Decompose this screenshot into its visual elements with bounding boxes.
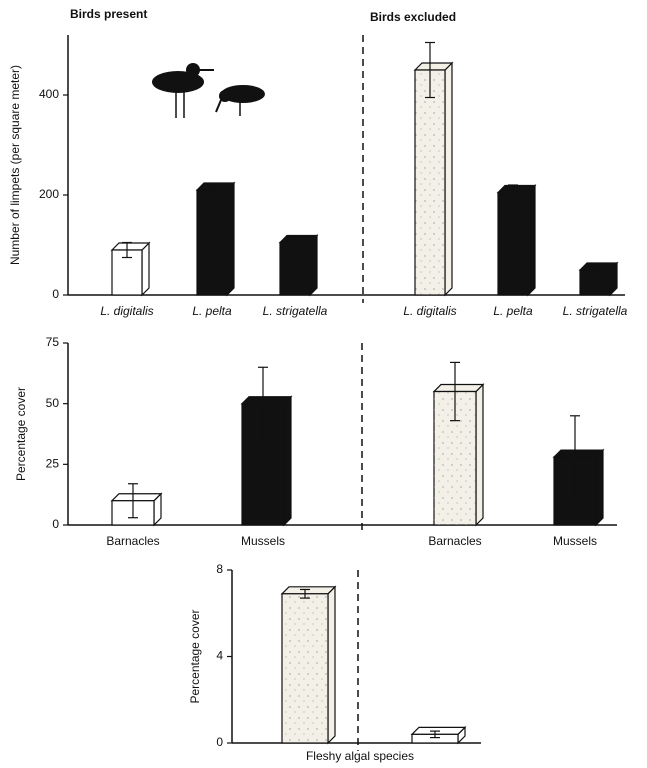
bar-top [242,397,291,404]
annotation: Birds present [70,7,147,21]
annotation: Birds excluded [370,10,456,24]
x-tick-label: L. pelta [493,304,533,318]
y-tick-label: 0 [216,735,223,749]
y-tick-label: 25 [46,457,60,471]
bar-side [227,183,234,295]
y-axis-label: Percentage cover [188,609,202,703]
bar-stipple [282,594,328,743]
bar-top [434,385,483,392]
x-tick-label: L. strigatella [563,304,628,318]
bar [197,190,227,295]
bar-top [282,587,335,594]
bird-illustration [152,63,265,118]
bar-top [415,63,452,70]
x-tick-label: Mussels [553,534,597,548]
y-axis-label: Number of limpets (per square meter) [8,65,22,265]
bar [498,193,528,296]
y-tick-label: 0 [52,517,59,531]
bar-side [310,236,317,296]
x-tick-label: Barnacles [106,534,159,548]
bar [280,243,310,296]
bar-stipple [415,70,445,295]
x-tick-label: L. digitalis [100,304,153,318]
bar-top [112,243,149,250]
page: {"chart_data": [ {"type": "bar", "annota… [0,0,647,768]
x-tick-label: L. strigatella [263,304,328,318]
bar-side [328,587,335,743]
bar-side [476,385,483,525]
x-tick-label: L. digitalis [403,304,456,318]
bar-side [445,63,452,295]
bar-top [498,186,535,193]
bar-side [596,450,603,525]
x-tick-label: Mussels [241,534,285,548]
figure: 0200400Number of limpets (per square met… [0,0,647,768]
x-tick-label: Barnacles [428,534,481,548]
bar-side [284,397,291,525]
y-tick-label: 75 [46,335,60,349]
y-tick-label: 0 [52,287,59,301]
y-tick-label: 50 [46,396,60,410]
x-tick-label: L. pelta [192,304,232,318]
bar-side [142,243,149,295]
bar-top [554,450,603,457]
x-axis-label: Fleshy algal species [306,749,414,763]
y-axis-label: Percentage cover [14,387,28,481]
y-tick-label: 200 [39,187,59,201]
y-tick-label: 8 [216,562,223,576]
bar-top [197,183,234,190]
bar-side [528,186,535,296]
bar-top [112,494,161,501]
y-tick-label: 400 [39,87,59,101]
y-tick-label: 4 [216,649,223,663]
